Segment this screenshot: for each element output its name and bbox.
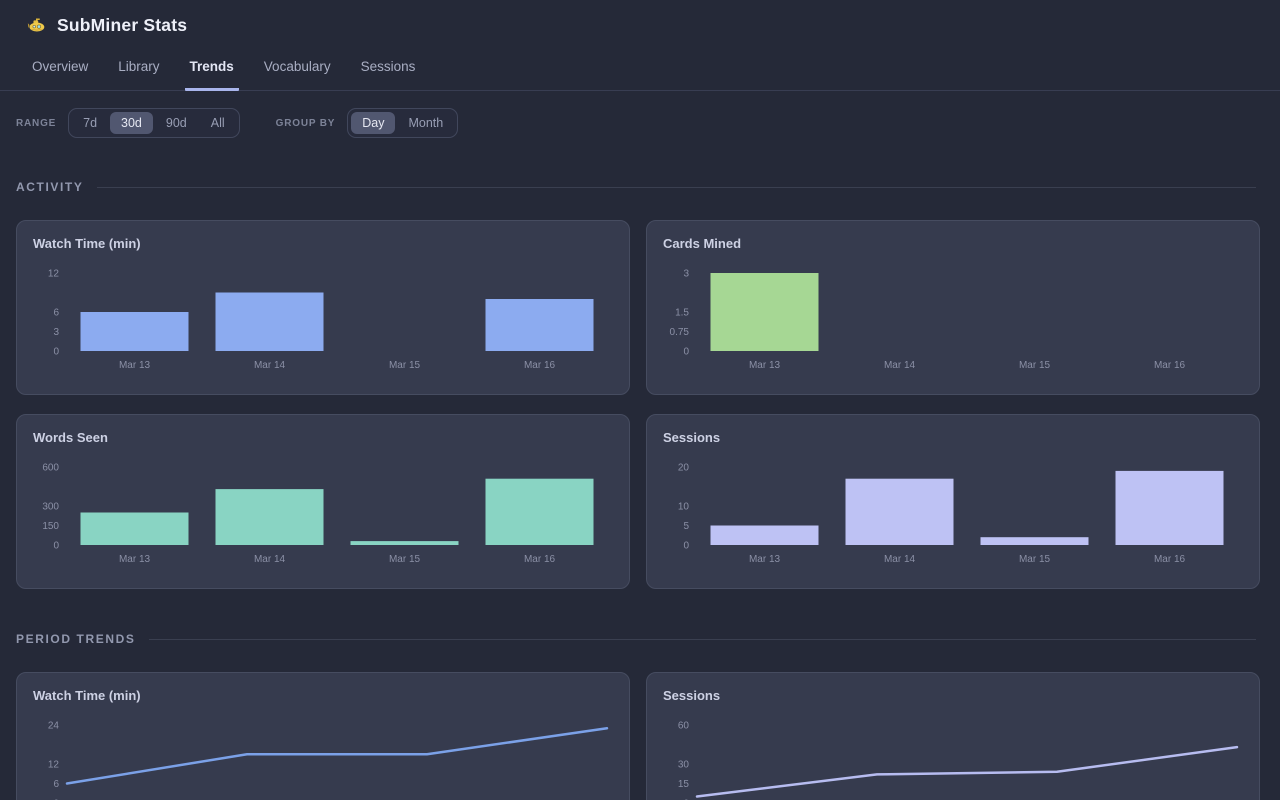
svg-text:Mar 14: Mar 14 — [254, 554, 286, 565]
svg-text:Mar 13: Mar 13 — [749, 554, 781, 565]
svg-text:Mar 13: Mar 13 — [119, 554, 151, 565]
svg-text:Mar 16: Mar 16 — [524, 554, 556, 565]
section-title-period-trends: PERIOD TRENDS — [16, 632, 136, 646]
svg-text:Mar 16: Mar 16 — [1154, 360, 1186, 371]
chart-title: Sessions — [663, 688, 721, 703]
svg-text:Mar 14: Mar 14 — [884, 554, 916, 565]
group-month-button[interactable]: Month — [397, 112, 454, 134]
svg-text:3: 3 — [53, 327, 59, 338]
svg-text:6: 6 — [53, 308, 59, 319]
svg-text:Mar 15: Mar 15 — [1019, 554, 1051, 565]
svg-text:6: 6 — [53, 779, 59, 790]
range-segment: 7d 30d 90d All — [68, 108, 240, 138]
app-header: SubMiner Stats — [0, 0, 1280, 36]
tab-sessions[interactable]: Sessions — [360, 59, 416, 74]
tab-library[interactable]: Library — [118, 59, 160, 74]
cards-mined-bar-chart: 3 1.5 0.75 0 Mar 13 Mar 14 Mar 15 Mar 16 — [670, 269, 1186, 372]
svg-text:Mar 13: Mar 13 — [749, 360, 781, 371]
svg-text:0: 0 — [683, 541, 689, 552]
svg-text:0.75: 0.75 — [670, 327, 690, 338]
svg-text:Mar 14: Mar 14 — [884, 360, 916, 371]
svg-text:15: 15 — [678, 779, 690, 790]
tab-vocabulary[interactable]: Vocabulary — [263, 59, 331, 74]
svg-text:24: 24 — [48, 721, 60, 732]
svg-text:0: 0 — [53, 347, 59, 358]
chart-card-sessions: Sessions 20 10 5 0 Mar 13 Mar 14 Mar 15 Mar 16 — [646, 414, 1260, 589]
svg-text:0: 0 — [683, 347, 689, 358]
watch-time-bar-chart: 12 6 3 0 Mar 13 Mar 14 Mar 15 Mar 16 — [48, 269, 594, 371]
activity-section-header: ACTIVITY — [0, 180, 1280, 194]
submarine-icon — [27, 16, 46, 35]
svg-text:60: 60 — [678, 721, 690, 732]
svg-text:Mar 15: Mar 15 — [1019, 360, 1051, 371]
period-trends-section-header: PERIOD TRENDS — [0, 632, 1280, 646]
svg-text:Mar 14: Mar 14 — [254, 360, 286, 371]
groupby-segment: Day Month — [347, 108, 459, 138]
groupby-label: GROUP BY — [275, 117, 336, 129]
svg-text:Mar 15: Mar 15 — [389, 360, 421, 371]
sessions-bar-chart: 20 10 5 0 Mar 13 Mar 14 Mar 15 Mar 16 — [678, 463, 1224, 565]
svg-text:Mar 16: Mar 16 — [524, 360, 556, 371]
chart-title: Watch Time (min) — [33, 688, 141, 703]
svg-text:10: 10 — [678, 502, 690, 513]
svg-text:0: 0 — [53, 799, 59, 800]
svg-text:5: 5 — [683, 521, 689, 532]
svg-text:Mar 13: Mar 13 — [119, 360, 151, 371]
chart-card-cards-mined: Cards Mined 3 1.5 0.75 0 Mar 13 Mar 14 Mar 15 M… — [646, 220, 1260, 395]
tab-trends[interactable]: Trends — [184, 52, 239, 91]
range-90d-button[interactable]: 90d — [155, 112, 198, 134]
svg-text:600: 600 — [42, 463, 59, 474]
section-divider — [149, 638, 1256, 640]
chart-card-watch-time: Watch Time (min) 12 6 3 0 Mar 13 Mar 14 Mar 15… — [16, 220, 630, 395]
svg-text:150: 150 — [42, 521, 59, 532]
svg-text:20: 20 — [678, 463, 690, 474]
filter-controls: RANGE 7d 30d 90d All GROUP BY Day Month — [0, 108, 1280, 138]
svg-text:30: 30 — [678, 760, 690, 771]
svg-text:0: 0 — [53, 541, 59, 552]
svg-text:12: 12 — [48, 760, 60, 771]
chart-title: Watch Time (min) — [33, 236, 141, 251]
chart-title: Sessions — [663, 430, 721, 445]
svg-text:12: 12 — [48, 269, 60, 280]
section-title-activity: ACTIVITY — [16, 180, 84, 194]
svg-text:300: 300 — [42, 502, 59, 513]
tab-bar: Overview Library Trends Vocabulary Sessi… — [0, 52, 1280, 91]
range-30d-button[interactable]: 30d — [110, 112, 153, 134]
tab-overview[interactable]: Overview — [32, 59, 89, 74]
section-divider — [97, 186, 1256, 188]
chart-title: Cards Mined — [663, 236, 742, 251]
range-7d-button[interactable]: 7d — [72, 112, 108, 134]
app-title: SubMiner Stats — [57, 15, 188, 35]
range-label: RANGE — [16, 117, 57, 129]
group-day-button[interactable]: Day — [351, 112, 396, 134]
svg-text:Mar 15: Mar 15 — [389, 554, 421, 565]
svg-text:0: 0 — [683, 799, 689, 800]
activity-charts-grid: Watch Time (min) 12 6 3 0 Mar 13 Mar 14 Mar 15… — [0, 220, 1280, 589]
range-all-button[interactable]: All — [200, 112, 236, 134]
svg-text:Mar 16: Mar 16 — [1154, 554, 1186, 565]
svg-text:1.5: 1.5 — [675, 308, 689, 319]
chart-card-words-seen: Words Seen 600 300 150 0 Mar 13 Mar 14 Mar 15 M… — [16, 414, 630, 589]
words-seen-bar-chart: 600 300 150 0 Mar 13 Mar 14 Mar 15 Mar 16 — [42, 463, 594, 565]
svg-text:3: 3 — [683, 269, 689, 280]
chart-title: Words Seen — [33, 430, 108, 445]
